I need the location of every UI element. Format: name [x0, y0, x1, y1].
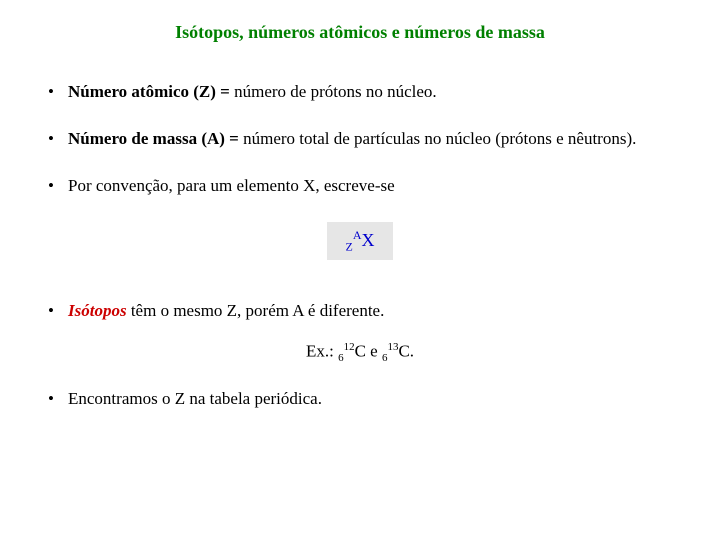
bullet-mass-number: Número de massa (A) = número total de pa… — [44, 128, 676, 151]
isotope-example: Ex.: 612C e 613C. — [34, 341, 686, 364]
bullet-atomic-number-text: número de prótons no núcleo. — [234, 82, 437, 101]
bullet-convention-text: Por convenção, para um elemento X, escre… — [68, 176, 395, 195]
example-sup1: 12 — [344, 341, 355, 353]
notation-wrapper: ZAX — [34, 222, 686, 261]
bullet-atomic-number-label: Número atômico (Z) = — [68, 82, 234, 101]
example-el2: C — [398, 342, 409, 361]
bullet-list: Número atômico (Z) = número de prótons n… — [44, 81, 676, 198]
example-mid: e — [366, 342, 382, 361]
bullet-isotopes-label: Isótopos — [68, 301, 127, 320]
example-prefix: Ex.: — [306, 342, 338, 361]
bullet-list-3: Encontramos o Z na tabela periódica. — [44, 388, 676, 411]
bullet-isotopes: Isótopos têm o mesmo Z, porém A é difere… — [44, 300, 676, 323]
bullet-atomic-number: Número atômico (Z) = número de prótons n… — [44, 81, 676, 104]
bullet-periodic-table: Encontramos o Z na tabela periódica. — [44, 388, 676, 411]
notation-a: A — [353, 228, 362, 242]
example-el1: C — [355, 342, 366, 361]
example-sup2: 13 — [387, 341, 398, 353]
element-notation: ZAX — [327, 222, 392, 261]
notation-x: X — [362, 230, 375, 250]
notation-z: Z — [345, 239, 352, 253]
bullet-mass-number-label: Número de massa (A) = — [68, 129, 243, 148]
slide: Isótopos, números atômicos e números de … — [0, 0, 720, 540]
slide-title: Isótopos, números atômicos e números de … — [34, 22, 686, 43]
bullet-convention: Por convenção, para um elemento X, escre… — [44, 175, 676, 198]
example-sub1: 6 — [338, 352, 344, 364]
bullet-periodic-table-text: Encontramos o Z na tabela periódica. — [68, 389, 322, 408]
bullet-isotopes-text: têm o mesmo Z, porém A é diferente. — [127, 301, 385, 320]
bullet-mass-number-text: número total de partículas no núcleo (pr… — [243, 129, 636, 148]
example-sub2: 6 — [382, 352, 388, 364]
bullet-list-2: Isótopos têm o mesmo Z, porém A é difere… — [44, 300, 676, 323]
example-suffix: . — [410, 342, 414, 361]
